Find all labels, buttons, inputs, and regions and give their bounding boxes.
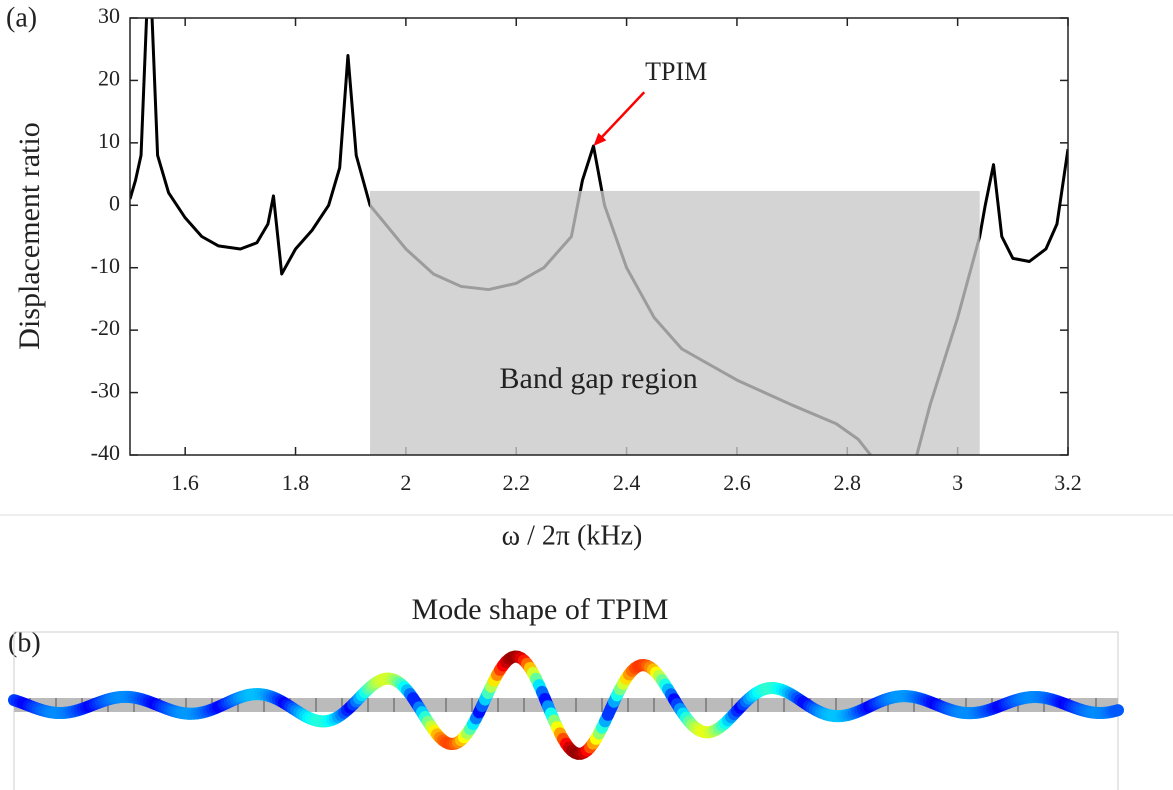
panel-label: (a) — [6, 2, 37, 33]
x-tick-label: 1.8 — [282, 470, 310, 495]
annotation-arrow — [598, 91, 646, 142]
y-tick-label: 0 — [109, 190, 120, 215]
y-tick-label: -40 — [91, 440, 120, 465]
y-tick-label: 20 — [98, 65, 120, 90]
band-gap — [370, 190, 980, 456]
mode-wave — [1109, 704, 1124, 717]
x-tick-label: 3 — [952, 470, 963, 495]
x-tick-label: 2.8 — [834, 470, 862, 495]
x-tick-label: 2.6 — [723, 470, 751, 495]
mode-title: Mode shape of TPIM — [412, 593, 669, 626]
y-axis-label: Displacement ratio — [13, 122, 46, 349]
annotation: TPIM — [645, 57, 707, 86]
annotation-arrowhead — [593, 132, 607, 146]
plot-frame — [129, 17, 1069, 456]
y-tick-label: 30 — [98, 3, 120, 28]
y-tick-label: -20 — [91, 315, 120, 340]
y-tick-label: 10 — [98, 128, 120, 153]
band-gap-label: Band gap region — [500, 362, 698, 395]
panel-label: (b) — [8, 627, 41, 658]
y-tick-label: -10 — [91, 253, 120, 278]
mode-frame — [13, 631, 1119, 790]
x-tick-label: 1.6 — [171, 470, 199, 495]
x-tick-label: 2.4 — [613, 470, 641, 495]
x-tick-label: 2.2 — [502, 470, 530, 495]
x-tick-label: 2 — [400, 470, 411, 495]
x-tick-label: 3.2 — [1054, 470, 1082, 495]
y-tick-label: -30 — [91, 378, 120, 403]
x-axis-label: ω / 2π (kHz) — [502, 520, 643, 551]
